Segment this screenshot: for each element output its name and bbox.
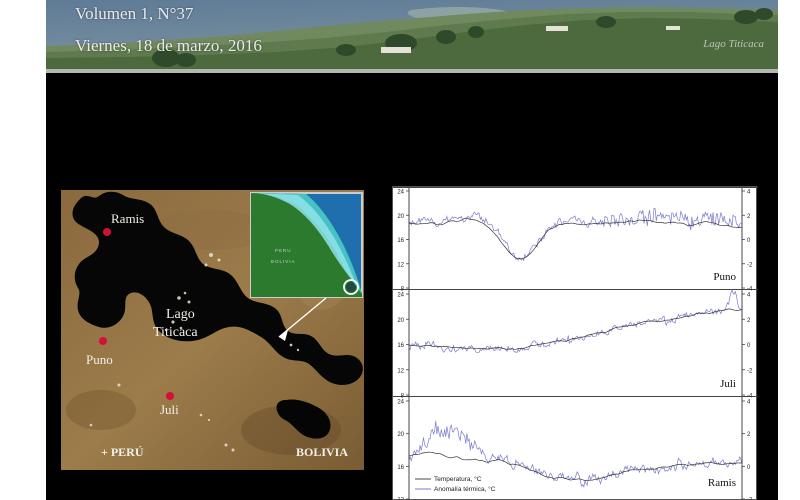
svg-text:2: 2 <box>747 318 751 324</box>
svg-text:20: 20 <box>397 214 404 220</box>
svg-text:-2: -2 <box>747 262 753 268</box>
svg-text:4: 4 <box>747 400 751 406</box>
svg-text:16: 16 <box>397 343 404 349</box>
svg-text:24: 24 <box>397 190 404 196</box>
svg-text:Puno: Puno <box>713 271 736 283</box>
svg-text:0: 0 <box>747 343 751 349</box>
svg-text:16: 16 <box>397 238 404 244</box>
svg-text:0: 0 <box>747 238 751 244</box>
svg-text:24: 24 <box>397 400 404 406</box>
svg-text:16: 16 <box>397 465 404 471</box>
svg-text:0: 0 <box>747 465 751 471</box>
svg-text:+ PERÚ: + PERÚ <box>101 445 144 459</box>
svg-text:Juli: Juli <box>160 402 179 417</box>
svg-text:-2: -2 <box>747 368 753 374</box>
svg-text:Temperatura, °C: Temperatura, °C <box>434 475 482 483</box>
svg-text:20: 20 <box>397 318 404 324</box>
svg-text:BOLIVIA: BOLIVIA <box>271 259 296 264</box>
svg-text:Titicaca: Titicaca <box>153 325 198 340</box>
svg-text:BOLIVIA: BOLIVIA <box>296 445 348 459</box>
svg-text:12: 12 <box>397 262 404 268</box>
svg-text:Anomalía térmica, °C: Anomalía térmica, °C <box>434 485 496 493</box>
svg-text:4: 4 <box>747 293 751 299</box>
svg-text:24: 24 <box>397 293 404 299</box>
svg-text:Puno: Puno <box>86 352 113 367</box>
svg-text:Ramis: Ramis <box>708 477 736 489</box>
svg-text:Juli: Juli <box>720 378 736 390</box>
svg-text:Ramis: Ramis <box>111 211 144 226</box>
svg-text:20: 20 <box>397 432 404 438</box>
svg-text:Lago: Lago <box>166 307 195 322</box>
svg-text:PERU: PERU <box>275 248 292 253</box>
svg-text:2: 2 <box>747 432 751 438</box>
svg-text:4: 4 <box>747 190 751 196</box>
svg-text:12: 12 <box>397 368 404 374</box>
svg-text:2: 2 <box>747 214 751 220</box>
